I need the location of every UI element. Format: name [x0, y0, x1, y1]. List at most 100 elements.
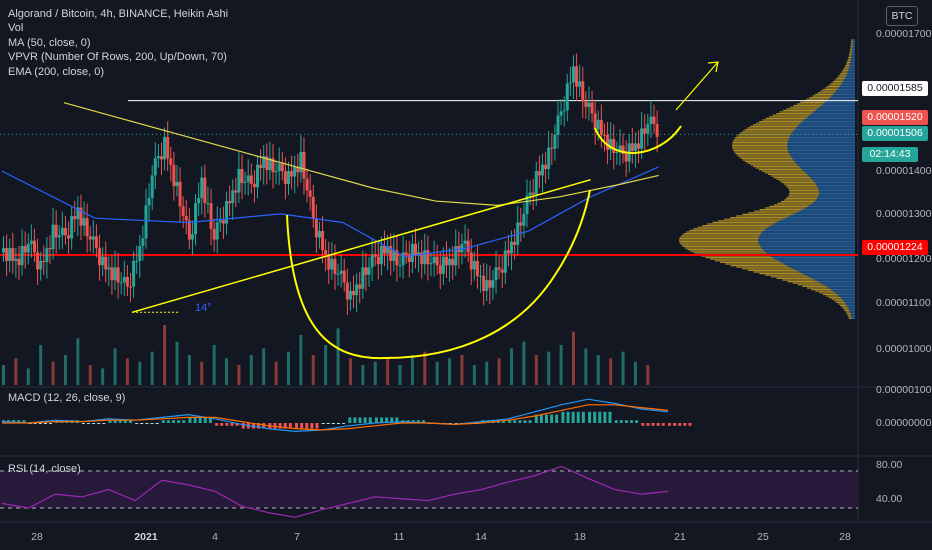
macd-histogram-bar [673, 423, 677, 426]
candle-body [225, 201, 229, 224]
volume-bar [435, 361, 439, 385]
breakout-arrow [675, 61, 719, 111]
macd-histogram-bar [12, 420, 16, 423]
candle-body [606, 134, 610, 150]
candle-body [70, 216, 74, 239]
vpvr-indicator-label[interactable]: VPVR (Number Of Rows, 200, Up/Down, 70) [8, 51, 227, 64]
macd-histogram-bar [172, 420, 176, 423]
macd-histogram-bar [203, 417, 207, 423]
candle-body [181, 206, 185, 217]
macd-histogram-bar [17, 420, 21, 423]
candle-body [194, 203, 198, 235]
volume-bar [596, 355, 600, 385]
candle-body [98, 248, 102, 266]
candle-body [190, 234, 194, 240]
volume-bar [311, 355, 315, 385]
candle-body [553, 134, 557, 149]
macd-histogram-bar [150, 423, 154, 424]
candle-body [386, 245, 390, 254]
trendline [131, 178, 591, 314]
macd-histogram-bar [310, 423, 314, 429]
volume-indicator-label[interactable]: Vol [8, 22, 24, 35]
macd-histogram-bar [635, 420, 639, 423]
currency-badge[interactable]: BTC [886, 6, 918, 26]
handle-curve [594, 125, 682, 154]
macd-histogram-bar [262, 423, 266, 429]
macd-histogram-bar [315, 423, 319, 429]
candle-body [540, 164, 544, 176]
volume-bar [646, 365, 650, 385]
candle-body [485, 280, 489, 291]
candle-body [249, 175, 253, 184]
candle-body [609, 139, 613, 150]
volume-bar [150, 351, 154, 385]
macd-histogram-bar [545, 414, 548, 423]
candle-body [556, 115, 560, 135]
macd-histogram-bar [225, 423, 229, 426]
macd-histogram-bar [380, 417, 384, 423]
macd-histogram-bar [182, 420, 186, 423]
volume-bar [274, 361, 278, 385]
candle-body [51, 224, 55, 250]
candle-body [82, 218, 86, 226]
rsi-label[interactable]: RSI (14, close) [8, 463, 81, 475]
macd-histogram-bar [140, 423, 144, 424]
candle-body [209, 203, 213, 229]
macd-histogram-bar [518, 420, 522, 423]
macd-histogram-bar [486, 420, 490, 423]
macd-histogram-bar [656, 423, 660, 426]
candle-body [559, 111, 563, 116]
macd-histogram-bar [561, 411, 565, 423]
candle-body [234, 190, 238, 193]
macd-label[interactable]: MACD (12, 26, close, 9) [8, 392, 126, 404]
symbol-title[interactable]: Algorand / Bitcoin, 4h, BINANCE, Heikin … [8, 8, 229, 20]
candle-body [215, 222, 219, 240]
macd-histogram-bar [566, 411, 570, 423]
macd-histogram-bar [220, 423, 224, 426]
macd-histogram-bar [508, 420, 512, 423]
macd-histogram-bar [102, 423, 106, 424]
candle-body [221, 220, 225, 224]
candle-body [599, 119, 603, 135]
volume-bar [163, 325, 167, 385]
ma-indicator-label[interactable]: MA (50, close, 0) [8, 36, 91, 49]
macd-histogram-bar [92, 423, 96, 424]
macd-histogram-bar [395, 417, 399, 423]
volume-bar [113, 348, 117, 385]
candle-body [259, 164, 263, 168]
candle-body [88, 236, 92, 240]
candle-body [73, 216, 77, 220]
macd-histogram-bar [198, 417, 202, 423]
candle-body [643, 128, 647, 134]
candle-body [104, 256, 108, 270]
macd-histogram-bar [646, 423, 650, 426]
candle-body [389, 245, 393, 261]
macd-histogram-bar [454, 423, 458, 424]
candle-body [206, 203, 210, 205]
candle-body [407, 254, 411, 263]
volume-bar [510, 348, 514, 385]
volume-bar [547, 351, 551, 385]
macd-histogram-bar [43, 423, 47, 424]
macd-histogram-bar [641, 423, 645, 426]
candle-body [175, 181, 179, 187]
candle-body [578, 81, 582, 87]
date-tick: 21 [674, 531, 686, 543]
macd-histogram-bar [230, 423, 234, 426]
candle-body [655, 124, 659, 137]
candle-body [640, 128, 644, 149]
candle-body [528, 192, 532, 196]
ema-indicator-label[interactable]: EMA (200, close, 0) [8, 65, 104, 78]
volume-bar [559, 345, 563, 385]
date-tick: 18 [574, 531, 586, 543]
candle-body [240, 169, 244, 183]
candle-body [441, 256, 445, 274]
macd-histogram-bar [305, 423, 309, 429]
candle-body [327, 254, 331, 270]
candle-body [153, 158, 157, 176]
candle-body [187, 220, 191, 240]
candle-body [413, 243, 417, 256]
candle-body [482, 275, 486, 291]
candle-body [544, 164, 548, 170]
